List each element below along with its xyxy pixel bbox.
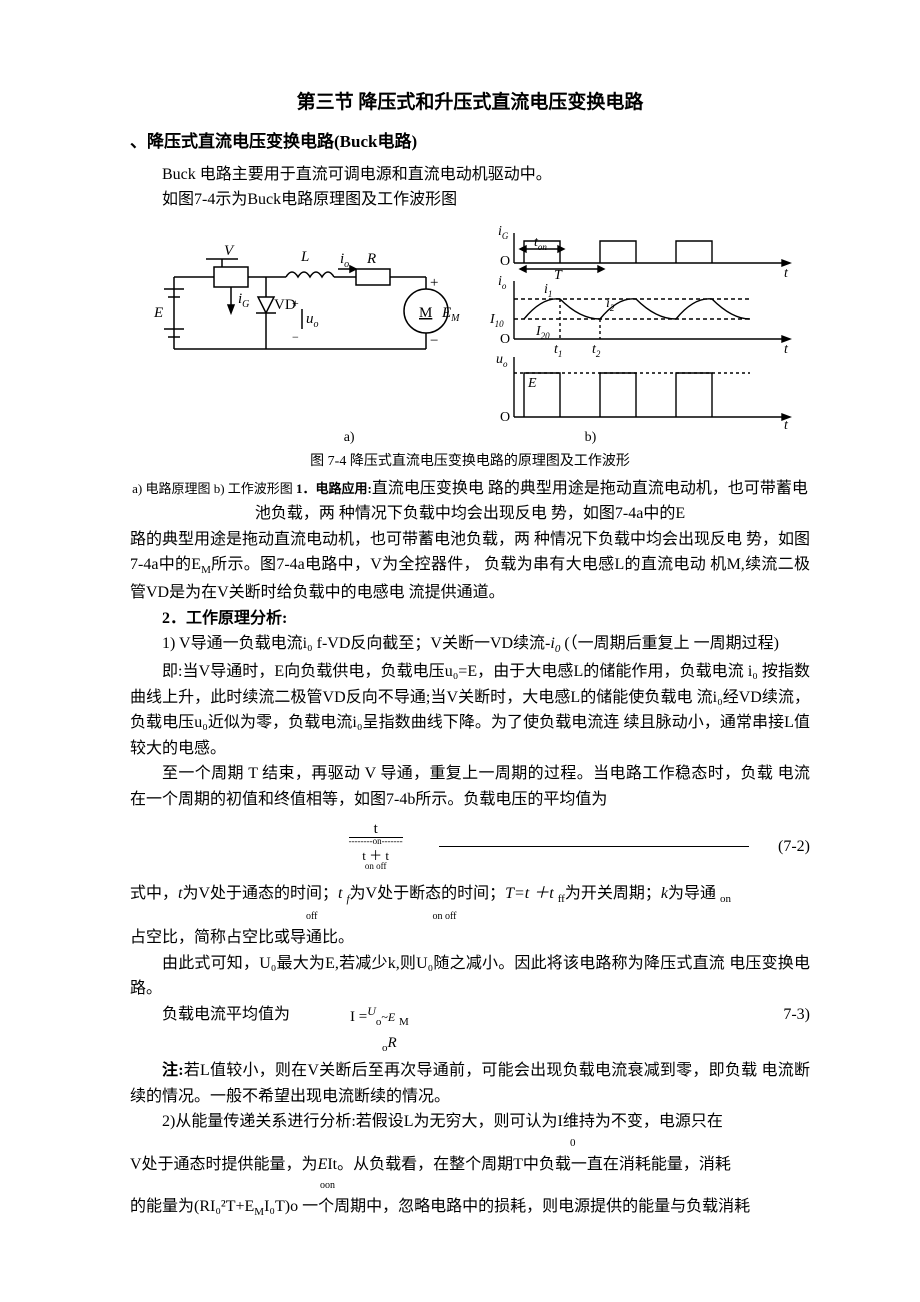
equation-7-3: I =Uo~E M oR: [350, 1002, 409, 1058]
wave-i1: i1: [544, 282, 552, 299]
section-heading: 、降压式直流电压变换电路(Buck电路): [130, 128, 810, 155]
paragraph-13: V处于通态时提供能量，为EIt。从负载看，在整个周期T中负载一直在消耗能量，消耗: [130, 1152, 810, 1178]
paragraph-8f: 占空比，简称占空比或导通比。: [130, 925, 810, 951]
wave-I10: I10: [489, 312, 504, 329]
wave-t2: t2: [592, 342, 601, 359]
paragraph-10: 负载电流平均值为: [130, 1002, 350, 1028]
label-io: io: [340, 251, 349, 270]
wave-O2: O: [500, 332, 510, 347]
paragraph-14: 的能量为(RI₀²T+EMI₀T)o 一个周期中，忽略电路中的损耗，则电源提供的…: [130, 1194, 810, 1222]
wave-t3ax: t: [784, 418, 789, 429]
equation-7-3-row: 负载电流平均值为 I =Uo~E M oR 7-3): [130, 1002, 810, 1058]
paragraph-6: 即:当V导通时，E向负载供电，负载电压u₀=E，由于大电感L的储能作用，负载电流…: [130, 659, 810, 761]
wave-O3: O: [500, 410, 510, 425]
label-uo-plus: +: [292, 296, 299, 310]
label-E: E: [153, 305, 163, 321]
wave-ton: ton: [534, 235, 547, 252]
figure-sublabels: a) b): [130, 427, 810, 449]
wave-t1ax: t: [784, 266, 789, 281]
paragraph-7: 至一个周期 T 结束，再驱动 V 导通，重复上一周期的过程。当电路工作稳态时，负…: [130, 761, 810, 812]
label-uo: uo: [306, 311, 319, 330]
label-L: L: [300, 249, 309, 265]
label-minus: −: [430, 333, 438, 349]
wave-iG: iG: [498, 224, 509, 241]
paragraph-12: 2)从能量传递关系进行分析:若假设L为无穷大，则可认为I维持为不变，电源只在: [130, 1109, 810, 1135]
paragraph-8: 式中，t为V处于通态的时间；t f为V处于断态的时间；T=t ＋t ff为开关周…: [130, 881, 810, 909]
circuit-diagram: E V iG L io R VD uo M EM + − + −: [146, 219, 466, 389]
paragraph-3: a) 电路原理图 b) 工作波形图 1．电路应用:直流电压变换电 路的典型用途是…: [130, 476, 810, 527]
document-page: 第三节 降压式和升压式直流电压变换电路 、降压式直流电压变换电路(Buck电路)…: [0, 0, 920, 1282]
wave-E: E: [527, 376, 537, 391]
fig-b-label: b): [585, 427, 597, 449]
label-M: M: [419, 305, 432, 321]
wave-uo: uo: [496, 352, 508, 369]
wave-t2ax: t: [784, 342, 789, 357]
wave-O1: O: [500, 254, 510, 269]
heading-2: 2．工作原理分析:: [130, 606, 810, 632]
figure-subcaption: a) 电路原理图 b) 工作波形图 1．电路应用:直流电压变换电 路的典型用途是…: [130, 476, 810, 527]
waveform-diagram: iG O ton T t io i1 i2 I10 I20 O t1 t2 t …: [484, 219, 794, 429]
equation-number: (7-2): [778, 834, 810, 860]
label-R: R: [366, 251, 376, 267]
label-iG: iG: [238, 291, 249, 310]
label-V: V: [224, 243, 235, 259]
wave-t1: t1: [554, 342, 562, 359]
wave-I20: I20: [535, 324, 550, 341]
label-uo-minus: −: [292, 330, 299, 344]
paragraph-11: 注:若L值较小，则在V关断后至再次导通前，可能会出现负载电流衰减到零，即负载 电…: [130, 1058, 810, 1109]
page-title: 第三节 降压式和升压式直流电压变换电路: [130, 88, 810, 118]
paragraph-13-sub: oon: [130, 1178, 810, 1194]
paragraph-3b: 直流电压变换电 路的典型用途是拖动直流电动机，也可带蓄电池负载，两 种情况下负载…: [130, 527, 810, 606]
equation-number-2: 7-3): [783, 1002, 810, 1028]
wave-T: T: [554, 268, 563, 283]
figure-caption: 图 7-4 降压式直流电压变换电路的原理图及工作波形: [130, 451, 810, 473]
fig-a-label: a): [344, 427, 355, 449]
paragraph: 如图7-4示为Buck电路原理图及工作波形图: [130, 187, 810, 213]
paragraph: Buck 电路主要用于直流可调电源和直流电动机驱动中。: [130, 162, 810, 188]
paragraph-8-sub: off on off: [130, 909, 810, 925]
paragraph-5: 1) V导通一负载电流i₀ f-VD反向截至；V关断一VD续流-i0 (（一周期…: [130, 631, 810, 659]
equation-bar: [439, 846, 749, 847]
paragraph-9: 由此式可知，U₀最大为E,若减少k,则U₀随之减小。因此将该电路称为降压式直流 …: [130, 951, 810, 1002]
label-plus: +: [430, 275, 438, 291]
paragraph-12-sub: 0: [130, 1135, 810, 1153]
equation-7-2: t --------on------- t ＋ t on off (7-2): [130, 821, 810, 874]
fraction: t --------on------- t ＋ t on off: [349, 821, 403, 874]
wave-io: io: [498, 274, 507, 291]
figure-row: E V iG L io R VD uo M EM + − + −: [130, 219, 810, 429]
